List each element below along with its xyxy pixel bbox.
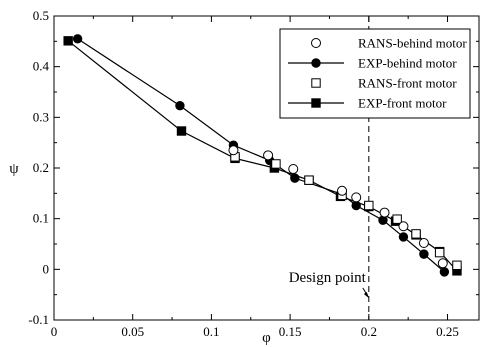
legend-label: RANS-behind motor [358, 36, 467, 51]
y-tick-label: 0.1 [33, 211, 49, 226]
rans-front-point [271, 159, 281, 169]
legend: RANS-behind motor EXP-behind motor RANS-fr… [279, 28, 471, 119]
rans-front-point [434, 247, 445, 258]
x-tick-label: 0.15 [279, 324, 302, 339]
rans-behind-point [437, 258, 448, 269]
y-tick-label: 0.3 [33, 109, 49, 124]
plot-area: 0 0.05 0.1 0.15 0.2 0.25-0.100.10.20.30.40.5D… [28, 8, 480, 339]
y-tick-label: -0.1 [28, 312, 49, 327]
design-point-label: Design point [289, 270, 367, 286]
exp-behind-point [290, 173, 300, 183]
y-tick-label: 0.4 [33, 59, 50, 74]
y-tick-label: 0.5 [33, 8, 49, 23]
exp-behind-point [175, 100, 185, 111]
x-axis-label: φ [262, 330, 271, 346]
legend-marker [311, 58, 321, 68]
rans-behind-point [263, 150, 274, 161]
exp-behind-point [72, 34, 83, 44]
rans-front-point [411, 229, 421, 239]
legend-item: EXP-behind motor [288, 56, 457, 71]
rans-front-point [364, 200, 374, 211]
rans-behind-point [228, 145, 239, 156]
rans-behind-point [398, 221, 409, 232]
exp-behind-point [439, 267, 450, 277]
x-tick-label: 0.25 [436, 324, 459, 339]
rans-behind-point [379, 207, 390, 218]
exp-behind-point [398, 232, 409, 242]
x-tick-label: 0 [51, 324, 58, 339]
legend-item: RANS-behind motor [311, 36, 467, 51]
y-tick-label: 0 [43, 261, 50, 276]
x-tick-label: 0.05 [121, 324, 144, 339]
legend-label: EXP-behind motor [358, 56, 457, 71]
y-axis-label: ψ [9, 161, 19, 177]
design-point-arrowhead [363, 292, 369, 298]
legend-marker [311, 98, 321, 108]
exp-behind-point [419, 249, 429, 259]
rans-behind-point [351, 192, 362, 203]
rans-front-point [304, 175, 314, 185]
rans-behind-point [288, 164, 299, 175]
x-tick-label: 0.2 [361, 324, 377, 339]
exp-behind-point [351, 200, 361, 211]
legend-label: EXP-front motor [358, 96, 447, 111]
y-tick-label: 0.2 [33, 160, 49, 175]
rans-front-point [452, 260, 462, 270]
x-tick-label: 0.1 [203, 324, 219, 339]
legend-marker [311, 78, 321, 88]
rans-behind-point [337, 185, 348, 196]
rans-behind-point [418, 237, 429, 248]
rans-front-point [392, 214, 402, 224]
legend-item: RANS-front motor [311, 76, 457, 91]
legend-item: EXP-front motor [288, 96, 447, 111]
legend-label: RANS-front motor [358, 76, 457, 91]
exp-front-point [176, 126, 187, 136]
legend-marker [311, 38, 321, 48]
exp-front-point [63, 36, 73, 46]
